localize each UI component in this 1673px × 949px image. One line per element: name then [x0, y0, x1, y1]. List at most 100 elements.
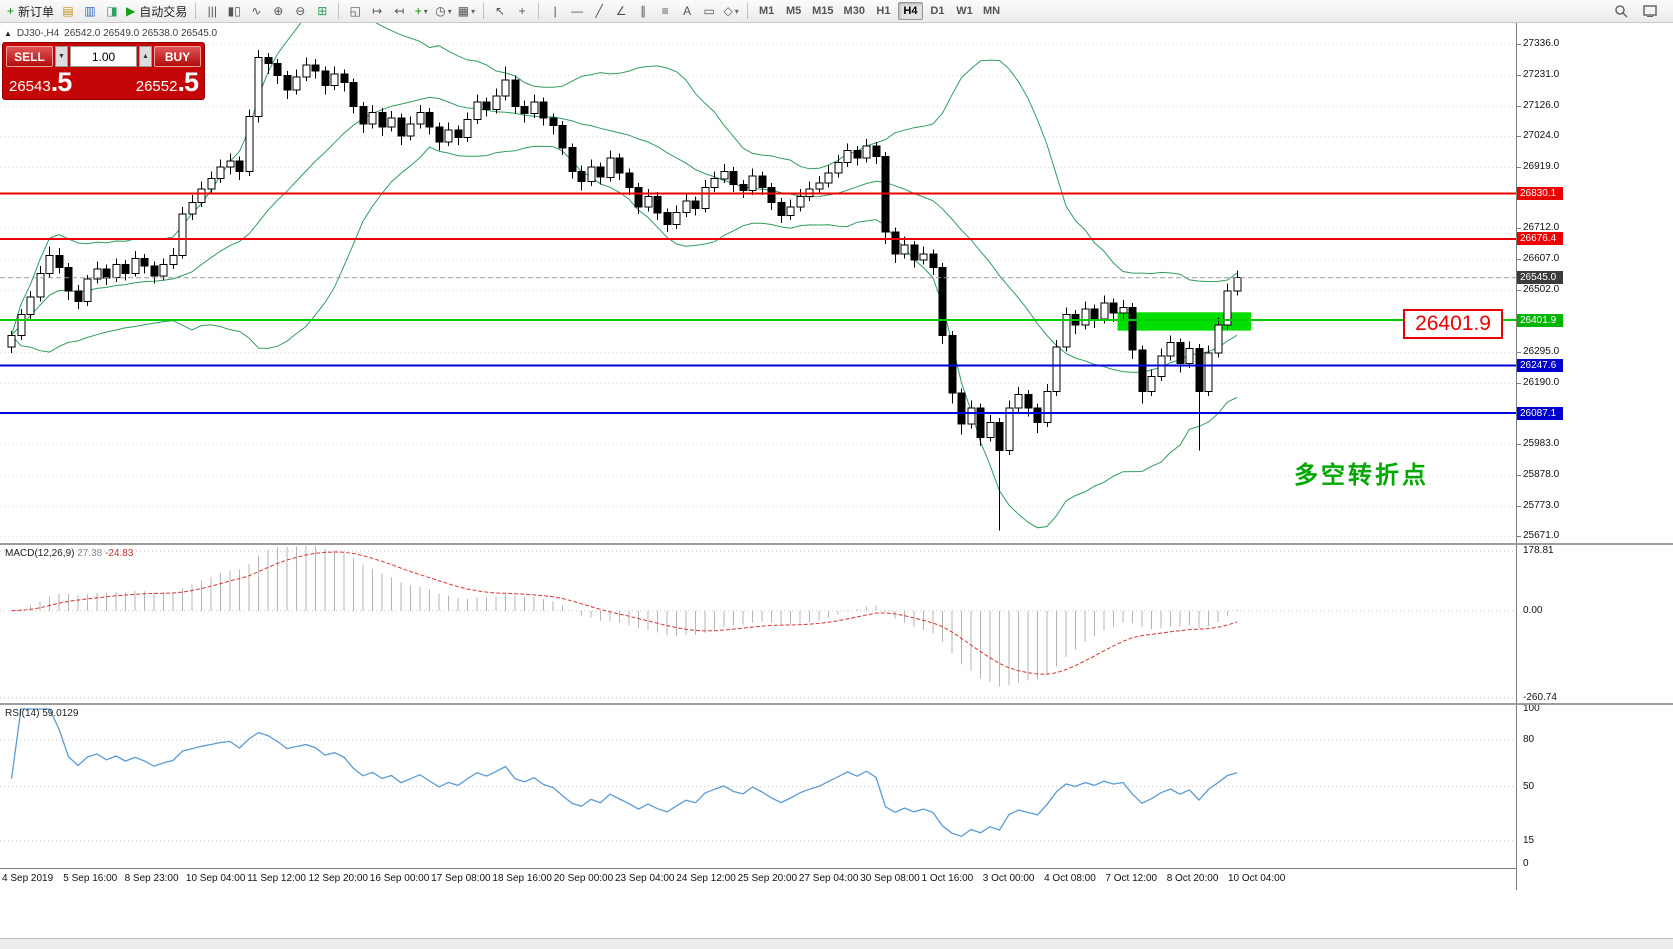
candle-body: [834, 162, 843, 174]
candle-body: [1043, 391, 1052, 423]
price-axis-tick: [1517, 75, 1521, 76]
price-axis-tick: [1517, 475, 1521, 476]
candle-body: [995, 422, 1004, 452]
timeframe-group: M1 M5 M15 M30 H1 H4 D1 W1 MN: [753, 2, 1005, 20]
candle-body: [1033, 407, 1042, 424]
templates-button[interactable]: ▦ ▾: [457, 4, 476, 18]
chart-shift-icon[interactable]: ↤: [394, 4, 405, 18]
candlestick-chart-icon[interactable]: ▮▯: [227, 4, 241, 18]
shapes-button[interactable]: ◇ ▾: [723, 4, 739, 18]
candle-body: [302, 64, 311, 78]
candle-body: [197, 188, 206, 203]
price-callout-label[interactable]: 26401.9: [1403, 309, 1503, 339]
profiles-icon[interactable]: ▤: [62, 4, 74, 18]
chart-header: ▲ DJ30-,H4 26542.0 26549.0 26538.0 26545…: [4, 28, 217, 39]
candle-body: [207, 178, 216, 190]
fibonacci-icon[interactable]: ≡: [661, 4, 669, 18]
candle-body: [986, 422, 995, 438]
price-axis-tick: [1517, 536, 1521, 537]
zoom-in-icon[interactable]: ⊕: [273, 4, 284, 18]
price-badge: 26087.1: [1517, 406, 1563, 420]
time-tick-label: 17 Sep 08:00: [431, 873, 491, 884]
volume-decrease-button[interactable]: ▼: [55, 46, 68, 67]
toolbar-separator: [195, 3, 197, 19]
bar-chart-icon[interactable]: |||: [207, 4, 217, 18]
timeframe-button-d1[interactable]: D1: [930, 5, 945, 17]
candle-body: [93, 268, 102, 280]
candle-body: [283, 74, 292, 91]
time-tick-label: 25 Sep 20:00: [737, 873, 798, 884]
channel-icon[interactable]: ∥: [640, 4, 647, 18]
sell-button[interactable]: SELL: [6, 46, 53, 67]
search-icon[interactable]: [1611, 2, 1631, 21]
candle-body: [444, 129, 453, 143]
crosshair-icon[interactable]: +: [518, 4, 526, 18]
timeframe-button-h4[interactable]: H4: [897, 2, 923, 20]
one-click-toggle-icon[interactable]: ▲: [4, 29, 12, 38]
price-tick-label: 26190.0: [1523, 376, 1560, 388]
zoom-out-icon[interactable]: ⊖: [295, 4, 306, 18]
candle-body: [1195, 348, 1204, 393]
timeframe-button-m1[interactable]: M1: [759, 5, 775, 17]
panel-divider[interactable]: [0, 703, 1673, 705]
vertical-line-icon[interactable]: |: [553, 4, 557, 18]
candle-body: [55, 255, 64, 268]
timeframe-button-m5[interactable]: M5: [786, 5, 802, 17]
grid-icon[interactable]: ⊞: [317, 4, 328, 18]
candle-body: [473, 101, 482, 121]
sell-price[interactable]: 26543.5: [9, 69, 72, 96]
time-tick-label: 11 Sep 12:00: [247, 873, 306, 884]
navigator-icon[interactable]: ◨: [106, 4, 118, 18]
timeframe-button-m30[interactable]: M30: [843, 5, 865, 17]
candle-body: [273, 63, 282, 76]
fullscreen-icon[interactable]: [1640, 2, 1660, 21]
price-axis[interactable]: 27336.027231.027126.027024.026919.026814…: [1516, 23, 1673, 890]
candle-body: [1166, 342, 1175, 357]
time-tick-label: 10 Sep 04:00: [185, 873, 246, 884]
volume-input[interactable]: [70, 46, 137, 67]
price-tick-label: 27024.0: [1523, 130, 1560, 142]
rsi-plot[interactable]: [0, 705, 1516, 868]
bollinger-bands: [11, 23, 1238, 529]
candle-body: [891, 231, 900, 255]
price-axis-tick: [1517, 167, 1521, 168]
angle-trendline-icon[interactable]: ∠: [615, 4, 627, 18]
candle-body: [416, 111, 425, 125]
buy-button[interactable]: BUY: [154, 46, 201, 67]
main-chart-plot[interactable]: [0, 23, 1516, 543]
timeframe-button-h1[interactable]: H1: [876, 5, 891, 17]
turning-point-annotation[interactable]: 多空转折点: [1294, 462, 1429, 489]
candle-body: [1109, 302, 1118, 314]
horizontal-line-icon[interactable]: —: [571, 4, 584, 18]
panel-divider[interactable]: [0, 543, 1673, 545]
candle-body: [691, 200, 700, 209]
line-chart-icon[interactable]: ∿: [251, 4, 262, 18]
timeframe-button-m15[interactable]: M15: [812, 5, 834, 17]
time-axis[interactable]: 4 Sep 2019 5 Sep 16:00 8 Sep 23:00 10 Sep 0…: [0, 868, 1516, 890]
auto-trading-button[interactable]: ▶ 自动交易: [126, 4, 188, 19]
candle-body: [511, 79, 520, 107]
candle-body: [368, 111, 377, 125]
rsi-axis-label: 15: [1523, 834, 1535, 846]
cursor-icon[interactable]: ↖: [495, 4, 506, 18]
buy-price[interactable]: 26552.5: [136, 69, 199, 96]
price-tick-label: 26295.0: [1523, 345, 1560, 357]
price-tick-label: 25983.0: [1523, 437, 1560, 449]
new-order-button[interactable]: + 新订单: [7, 4, 55, 19]
volume-increase-button[interactable]: ▲: [139, 46, 152, 67]
trendline-icon[interactable]: ╱: [595, 4, 603, 18]
periods-button[interactable]: ◷ ▾: [435, 4, 452, 18]
indicators-button[interactable]: + ▾: [414, 4, 428, 18]
candle-body: [216, 166, 225, 180]
macd-plot[interactable]: [0, 545, 1516, 703]
rsi-levels: [0, 739, 1516, 842]
candle-body: [710, 178, 719, 189]
timeframe-button-w1[interactable]: W1: [956, 5, 973, 17]
text-icon[interactable]: A: [683, 4, 692, 18]
tile-windows-icon[interactable]: ◱: [349, 4, 361, 18]
auto-scroll-icon[interactable]: ↦: [372, 4, 383, 18]
market-watch-icon[interactable]: ▥: [84, 4, 96, 18]
macd-histogram: [20, 545, 1238, 687]
label-icon[interactable]: ▭: [703, 4, 715, 18]
timeframe-button-mn[interactable]: MN: [982, 5, 1001, 17]
